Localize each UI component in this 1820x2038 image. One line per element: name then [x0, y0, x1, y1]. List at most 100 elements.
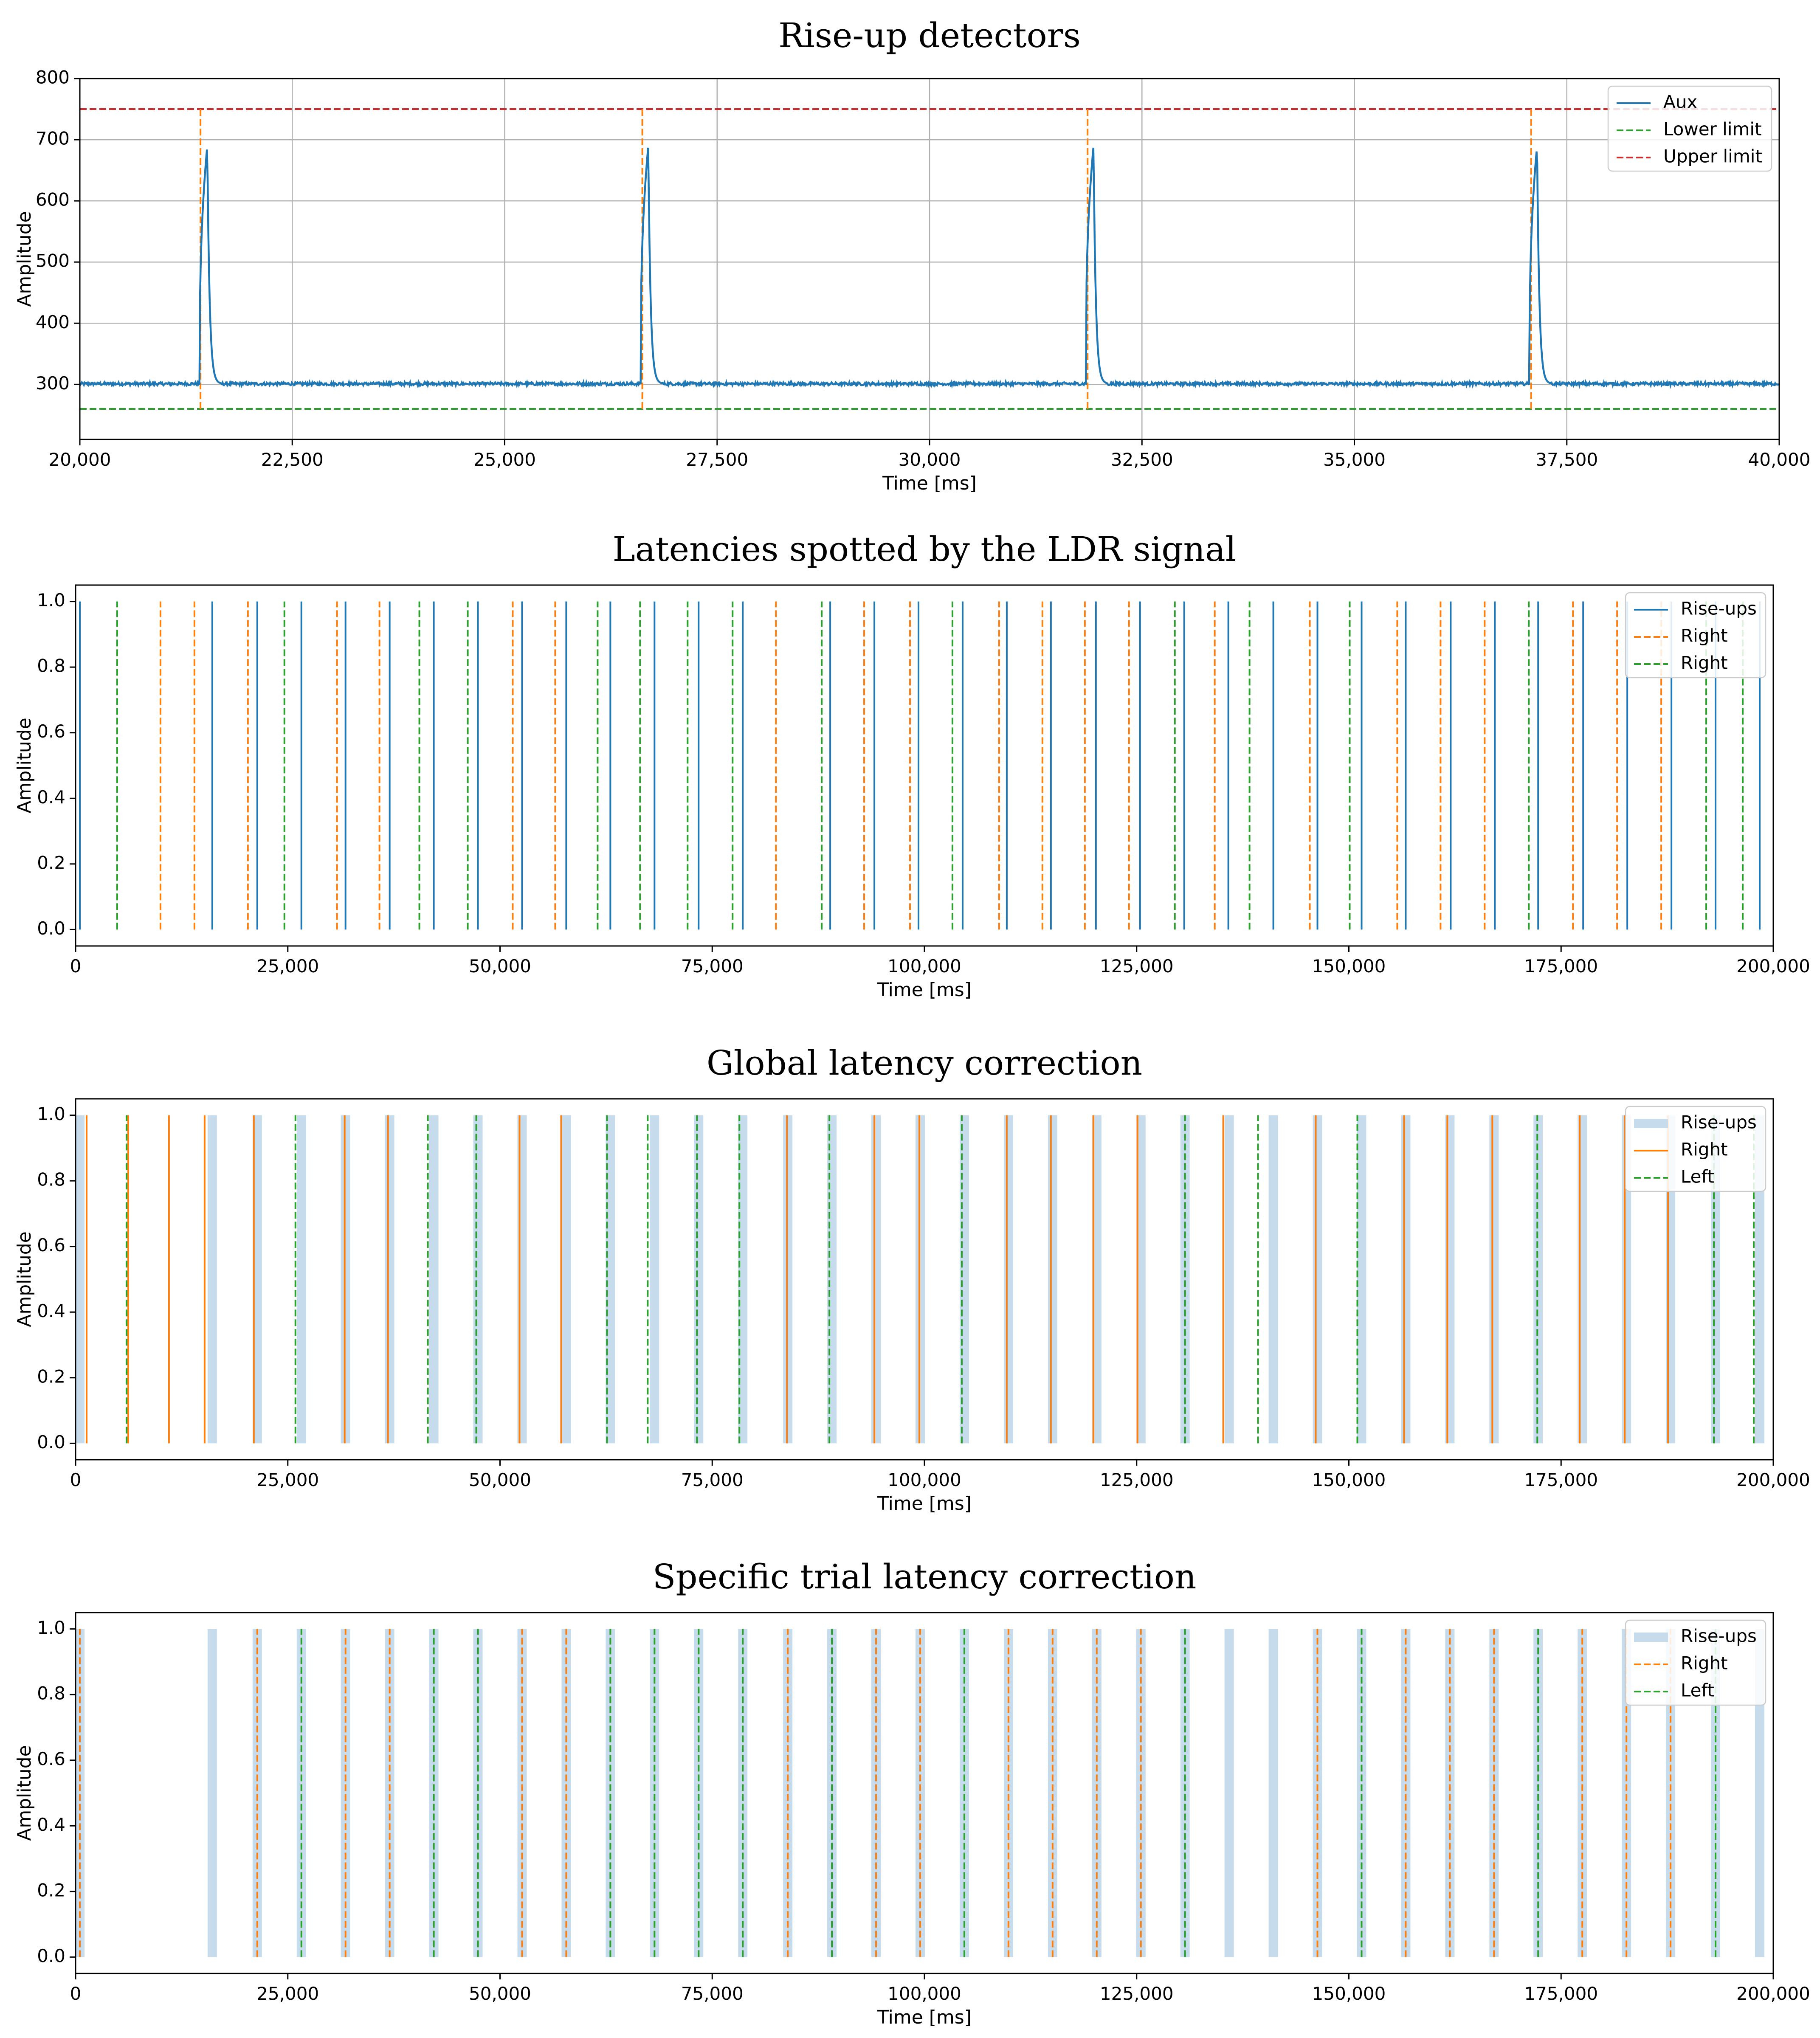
y-tick-label: 0.0 [37, 918, 65, 939]
y-tick-label: 0.8 [37, 656, 65, 676]
plot-frame [75, 584, 1774, 947]
x-tick-label: 175,000 [1524, 1983, 1598, 2004]
y-axis-label: Amplitude [14, 1745, 35, 1841]
x-tick-label: 125,000 [1100, 1983, 1174, 2004]
y-tick-label: 0.0 [37, 1432, 65, 1452]
x-tick-label: 75,000 [681, 1469, 744, 1490]
y-tick-label: 300 [36, 373, 70, 394]
chart-title: Specific trial latency correction [653, 1557, 1197, 1596]
y-tick-label: 0.8 [37, 1683, 65, 1704]
x-tick-label: 75,000 [681, 956, 744, 977]
y-axis: 0.0 0.2 0.4 0.6 0.8 1.0 [37, 1103, 76, 1452]
x-tick-label: 25,000 [256, 1983, 319, 2004]
legend: Rise-ups Right Left [1625, 1619, 1766, 1706]
series-3-left [300, 1629, 1717, 1957]
plot-area [76, 1115, 1765, 1444]
y-tick-label: 0.6 [37, 1748, 65, 1769]
x-axis: 0 25,000 50,000 75,000 100,000 125,000 150,000… [70, 1460, 1810, 1490]
x-tick-label: 37,500 [1535, 449, 1598, 470]
x-tick-label: 20,000 [49, 449, 111, 470]
legend-label: Right [1681, 1653, 1728, 1674]
chart-panel-3: Global latency correction 0 25,000 50,000 75… [14, 1043, 1810, 1514]
y-tick-label: 0.2 [37, 1880, 65, 1900]
x-axis-label: Time [ms] [877, 979, 972, 1001]
series-1-rise-ups [76, 1115, 1765, 1444]
y-tick-label: 1.0 [37, 1103, 65, 1124]
y-tick-label: 0.4 [37, 1814, 65, 1835]
x-tick-label: 0 [70, 1469, 82, 1490]
series-2-right [85, 1115, 1669, 1444]
legend-label: Left [1681, 1680, 1714, 1701]
chart-panel-2: Latencies spotted by the LDR signal 0 25,0… [14, 529, 1810, 1001]
series-2-right [159, 601, 1662, 930]
x-tick-label: 30,000 [899, 449, 961, 470]
y-tick-label: 0.6 [37, 1235, 65, 1255]
chart-title: Rise-up detectors [778, 16, 1081, 55]
y-tick-label: 0.2 [37, 1366, 65, 1387]
chart-title: Global latency correction [707, 1043, 1142, 1083]
y-tick-label: 0.4 [37, 787, 65, 808]
x-tick-label: 100,000 [887, 1469, 961, 1490]
x-tick-label: 150,000 [1312, 1983, 1386, 2004]
y-tick-label: 0.8 [37, 1169, 65, 1190]
x-tick-label: 35,000 [1323, 449, 1386, 470]
x-tick-label: 50,000 [469, 1469, 531, 1490]
x-tick-label: 0 [70, 1983, 82, 2004]
legend-box [1625, 592, 1766, 678]
x-tick-label: 25,000 [256, 1469, 319, 1490]
chart-panel-1: Rise-up detectors 20,000 22,500 25,000 27,50… [14, 16, 1810, 494]
series-3-right [116, 601, 1744, 930]
legend-label: Left [1681, 1166, 1714, 1187]
x-axis-label: Time [ms] [882, 473, 977, 494]
legend: Rise-ups Right Right [1625, 592, 1766, 678]
legend-label: Right [1681, 653, 1728, 673]
x-tick-label: 125,000 [1100, 1469, 1174, 1490]
y-tick-label: 400 [36, 312, 70, 332]
y-tick-label: 1.0 [37, 1617, 65, 1638]
x-tick-label: 0 [70, 956, 82, 977]
x-tick-label: 50,000 [469, 1983, 531, 2004]
y-tick-label: 0.6 [37, 721, 65, 742]
x-axis: 20,000 22,500 25,000 27,500 30,000 32,500 35,0… [49, 439, 1811, 470]
legend-label: Right [1681, 625, 1728, 646]
y-tick-label: 0.2 [37, 852, 65, 873]
y-axis-label: Amplitude [14, 211, 35, 307]
y-tick-label: 1.0 [37, 590, 65, 611]
legend-label: Upper limit [1663, 146, 1762, 167]
x-tick-label: 22,500 [261, 449, 324, 470]
legend-label: Rise-ups [1681, 1626, 1757, 1647]
x-axis-label: Time [ms] [877, 2007, 972, 2028]
y-tick-label: 500 [36, 251, 70, 271]
x-axis-label: Time [ms] [877, 1493, 972, 1514]
legend-label: Aux [1663, 92, 1697, 113]
x-axis: 0 25,000 50,000 75,000 100,000 125,000 150,000… [70, 946, 1810, 977]
x-tick-label: 40,000 [1748, 449, 1811, 470]
legend: Aux Lower limit Upper limit [1607, 85, 1772, 172]
x-tick-label: 200,000 [1736, 1983, 1810, 2004]
y-tick-label: 600 [36, 189, 70, 210]
x-tick-label: 25,000 [473, 449, 536, 470]
x-tick-label: 200,000 [1736, 956, 1810, 977]
x-tick-label: 50,000 [469, 956, 531, 977]
y-tick-label: 700 [36, 128, 70, 149]
x-tick-label: 25,000 [256, 956, 319, 977]
y-axis: 300 400 500 600 700 800 [36, 67, 80, 394]
series-aux-line [80, 147, 1779, 389]
legend-label: Rise-ups [1681, 598, 1757, 619]
x-tick-label: 32,500 [1111, 449, 1173, 470]
series-3-left [125, 1115, 1755, 1444]
legend-label: Lower limit [1663, 119, 1762, 140]
legend-label: Rise-ups [1681, 1112, 1757, 1133]
plot-area [76, 1629, 1765, 1957]
x-tick-label: 100,000 [887, 956, 961, 977]
plot-area [79, 601, 1761, 930]
x-tick-label: 100,000 [887, 1983, 961, 2004]
legend-label: Right [1681, 1139, 1728, 1160]
x-tick-label: 125,000 [1100, 956, 1174, 977]
x-tick-label: 75,000 [681, 1983, 744, 2004]
x-tick-label: 175,000 [1524, 956, 1598, 977]
x-tick-label: 150,000 [1312, 1469, 1386, 1490]
y-axis: 0.0 0.2 0.4 0.6 0.8 1.0 [37, 590, 76, 939]
y-axis-label: Amplitude [14, 718, 35, 813]
